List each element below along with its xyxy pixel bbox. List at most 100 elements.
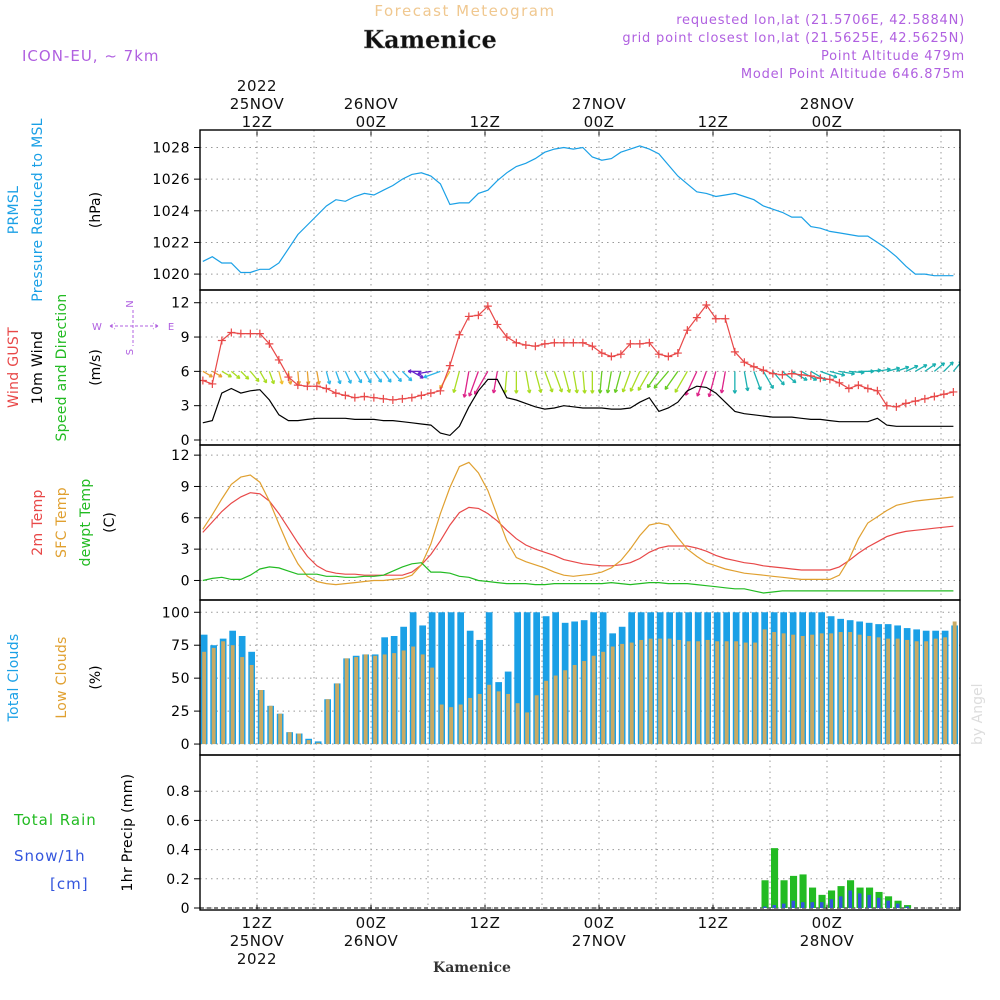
wind-arrow-head <box>674 388 679 393</box>
wind-arrow-head <box>621 388 626 393</box>
wind-arrow <box>820 370 838 378</box>
gust-marker <box>578 338 587 347</box>
wind-arrow <box>629 371 641 392</box>
low-cloud-bar <box>886 638 891 745</box>
panel-0: 1020 1022 1024 1026 1028 PRMSL Pressure Reduce… <box>6 118 961 302</box>
ytick-label: 1022 <box>152 235 190 251</box>
gust-marker <box>531 342 540 351</box>
low-cloud-bar <box>430 667 435 745</box>
gust-marker <box>293 381 302 390</box>
gust-marker <box>730 347 739 356</box>
wind-arrow-head <box>468 392 473 397</box>
wind-arrow-head <box>514 389 519 394</box>
low-cloud-bar <box>781 633 786 745</box>
wind-arrow <box>297 371 300 385</box>
wind-arrow-head <box>347 379 352 384</box>
wind-arrow <box>240 370 250 380</box>
gust-marker <box>331 389 340 398</box>
wind-arrow-head <box>780 381 785 386</box>
series-dewpt <box>202 562 954 594</box>
ylabel-line: 2m Temp <box>30 489 46 555</box>
wind-arrow-head <box>958 361 960 364</box>
low-cloud-bar <box>876 637 881 745</box>
units-label: (C) <box>102 512 118 533</box>
low-cloud-bar <box>439 704 444 745</box>
gust-marker <box>217 336 226 345</box>
wind-arrow <box>221 370 232 378</box>
time-tick-label: 26NOV <box>344 932 399 950</box>
wind-arrow <box>905 365 919 372</box>
low-cloud-bar <box>724 641 729 745</box>
wind-arrow-head <box>408 377 413 382</box>
low-cloud-bar <box>933 638 938 745</box>
panel-4: 0 0.2 0.4 0.6 0.8 1hr Precip (mm) Total Rain Sn… <box>13 754 961 917</box>
wind-arrow <box>325 371 331 385</box>
wind-arrow-head <box>757 386 762 391</box>
gust-marker <box>683 326 692 335</box>
panel-3: 0 25 50 75 100 Total Clouds Low Clouds (%) <box>6 599 961 756</box>
ylabel-line: Low Clouds <box>54 636 70 718</box>
wind-arrow <box>504 371 508 394</box>
rain-bar <box>799 874 807 908</box>
series-wind10 <box>202 378 954 437</box>
gust-marker <box>664 352 673 361</box>
wind-arrow <box>335 371 341 384</box>
wind-arrow-head <box>387 378 392 383</box>
wind-arrow <box>544 371 553 393</box>
wind-arrow <box>212 370 223 378</box>
wind-arrow <box>344 371 352 384</box>
gust-marker <box>654 350 663 359</box>
total-cloud-bar <box>466 630 474 745</box>
wind-arrow <box>867 369 882 373</box>
rain-bar <box>818 894 826 908</box>
gust-marker <box>939 390 948 399</box>
low-cloud-bar <box>211 647 216 745</box>
wind-arrow <box>417 370 431 375</box>
wind-arrow-head <box>629 387 634 392</box>
gust-marker <box>635 339 644 348</box>
ytick-label: 1020 <box>152 267 190 283</box>
wind-arrow <box>614 371 622 393</box>
gust-marker <box>417 391 426 400</box>
total-cloud-bar <box>485 612 493 745</box>
ytick-label: 3 <box>181 542 190 558</box>
low-cloud-bar <box>848 632 853 745</box>
gust-marker <box>236 329 245 338</box>
wind-arrow <box>525 371 531 394</box>
wind-arrow <box>896 366 909 372</box>
ylabel-line: dewpt Temp <box>78 478 94 566</box>
wind-arrow-head <box>653 384 658 389</box>
snow-bar <box>896 903 900 908</box>
wind-arrow-head <box>745 387 750 392</box>
ytick-label: 9 <box>181 330 190 346</box>
wind-arrow <box>249 370 260 382</box>
units-label: (%) <box>88 665 104 689</box>
panel-frame <box>199 754 961 911</box>
gust-marker <box>322 384 331 393</box>
gust-marker <box>588 342 597 351</box>
snow-bar <box>877 897 881 908</box>
ytick-label: 0.8 <box>166 784 190 800</box>
wind-arrow <box>781 370 797 384</box>
wind-arrow <box>877 368 891 373</box>
low-cloud-bar <box>629 642 634 745</box>
ytick-label: 75 <box>171 638 190 654</box>
low-cloud-bar <box>487 684 492 745</box>
low-cloud-bar <box>601 651 606 745</box>
time-tick-label: 26NOV <box>344 95 399 113</box>
low-cloud-bar <box>734 641 739 745</box>
wind-arrow <box>354 371 363 384</box>
low-cloud-bar <box>297 733 302 745</box>
gust-marker <box>521 341 530 350</box>
ytick-label: 0 <box>181 901 190 917</box>
gust-marker <box>483 302 492 311</box>
wind-arrow <box>278 371 283 385</box>
ytick-label: 1024 <box>152 204 190 220</box>
wind-arrow-head <box>803 376 808 381</box>
wind-arrow-head <box>664 385 669 390</box>
low-cloud-bar <box>382 654 387 745</box>
gust-marker <box>550 338 559 347</box>
gust-marker <box>502 333 511 342</box>
gust-marker <box>920 394 929 403</box>
